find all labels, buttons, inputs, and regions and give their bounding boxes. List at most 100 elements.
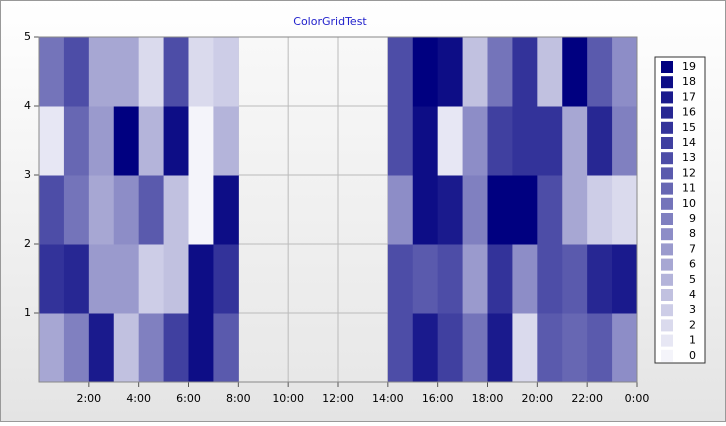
y-tick-label: 2	[24, 237, 31, 250]
heat-cell	[412, 106, 439, 176]
heat-cell	[138, 244, 165, 314]
legend-swatch	[661, 137, 673, 149]
heat-cell	[537, 37, 563, 107]
legend-label: 11	[682, 182, 696, 195]
heat-cell	[412, 175, 439, 245]
x-tick-label: 8:00	[226, 392, 251, 405]
heat-cell	[612, 106, 638, 176]
heat-cell	[63, 37, 90, 107]
heat-cell	[188, 106, 214, 176]
heat-cell	[163, 313, 189, 383]
legend-label: 5	[689, 273, 696, 286]
legend-swatch	[661, 243, 673, 256]
heat-cell	[387, 106, 414, 176]
legend-label: 2	[689, 318, 696, 331]
heat-cell	[188, 175, 214, 245]
heat-cell	[88, 106, 115, 176]
legend-label: 8	[689, 227, 696, 240]
legend-swatch	[661, 304, 673, 317]
heat-cell	[587, 106, 613, 176]
heat-cell	[462, 313, 488, 383]
legend-swatch	[661, 121, 673, 134]
y-tick-label: 5	[24, 30, 31, 43]
heat-cell	[562, 244, 588, 314]
heat-cell	[88, 175, 115, 245]
heat-cell	[537, 313, 563, 383]
heat-cell	[412, 37, 439, 107]
heat-cell	[138, 175, 165, 245]
heat-cell	[113, 244, 140, 314]
heat-cell	[39, 175, 65, 245]
legend-label: 0	[689, 349, 696, 362]
heat-cell	[587, 244, 613, 314]
heat-cell	[512, 37, 538, 107]
heat-cell	[512, 313, 538, 383]
heat-cell	[612, 37, 638, 107]
legend-swatch	[661, 91, 673, 104]
heat-cell	[63, 313, 90, 383]
legend-label: 12	[682, 166, 696, 179]
heat-cell	[587, 313, 613, 383]
legend-label: 14	[682, 136, 696, 149]
x-tick-label: 22:00	[571, 392, 603, 405]
heat-cell	[612, 313, 638, 383]
heat-cell	[612, 175, 638, 245]
legend-label: 18	[682, 75, 696, 88]
heat-cell	[487, 37, 513, 107]
heat-cell	[487, 244, 513, 314]
legend-label: 13	[682, 151, 696, 164]
heat-cell	[437, 37, 464, 107]
legend-swatch	[661, 197, 673, 210]
heat-cell	[213, 175, 239, 245]
plot-border	[38, 36, 638, 383]
heat-cell	[437, 106, 464, 176]
legend-label: 10	[682, 197, 696, 210]
heat-cell	[63, 244, 90, 314]
x-tick-label: 16:00	[422, 392, 454, 405]
legend-label: 4	[689, 288, 696, 301]
heat-cell	[612, 244, 638, 314]
chart-title: ColorGridTest	[293, 15, 367, 28]
heat-cell	[163, 106, 189, 176]
x-tick-label: 0:00	[625, 392, 650, 405]
heat-cell	[138, 106, 165, 176]
legend-label: 7	[689, 242, 696, 255]
y-tick-label: 4	[24, 99, 31, 112]
heat-cell	[138, 37, 165, 107]
legend-swatch	[661, 289, 673, 301]
x-tick-label: 20:00	[521, 392, 553, 405]
heat-cell	[387, 37, 414, 107]
y-tick-label: 1	[24, 306, 31, 319]
heat-cell	[163, 175, 189, 245]
heat-cell	[113, 175, 140, 245]
legend-label: 19	[682, 60, 696, 73]
heat-cell	[587, 175, 613, 245]
legend-label: 9	[689, 212, 696, 225]
legend-swatch	[661, 273, 673, 286]
heat-cell	[213, 244, 239, 314]
heat-cell	[512, 106, 538, 176]
heat-cell	[462, 37, 488, 107]
heat-cell	[163, 244, 189, 314]
heat-cell	[387, 244, 414, 314]
legend-swatch	[661, 61, 673, 73]
heat-cell	[39, 106, 65, 176]
heat-cell	[113, 37, 140, 107]
legend-label: 16	[682, 106, 696, 119]
heat-cell	[113, 106, 140, 176]
legend-swatch	[661, 334, 673, 347]
legend-label: 1	[689, 334, 696, 347]
heat-cell	[537, 244, 563, 314]
heat-cell	[188, 244, 214, 314]
heat-cell	[512, 175, 538, 245]
heat-cell	[39, 37, 65, 107]
heat-cell	[462, 244, 488, 314]
heat-cell	[39, 244, 65, 314]
x-tick-label: 10:00	[272, 392, 304, 405]
heat-cell	[213, 106, 239, 176]
y-tick-label: 3	[24, 168, 31, 181]
heat-cell	[387, 175, 414, 245]
legend-swatch	[661, 182, 673, 195]
legend-label: 3	[689, 303, 696, 316]
